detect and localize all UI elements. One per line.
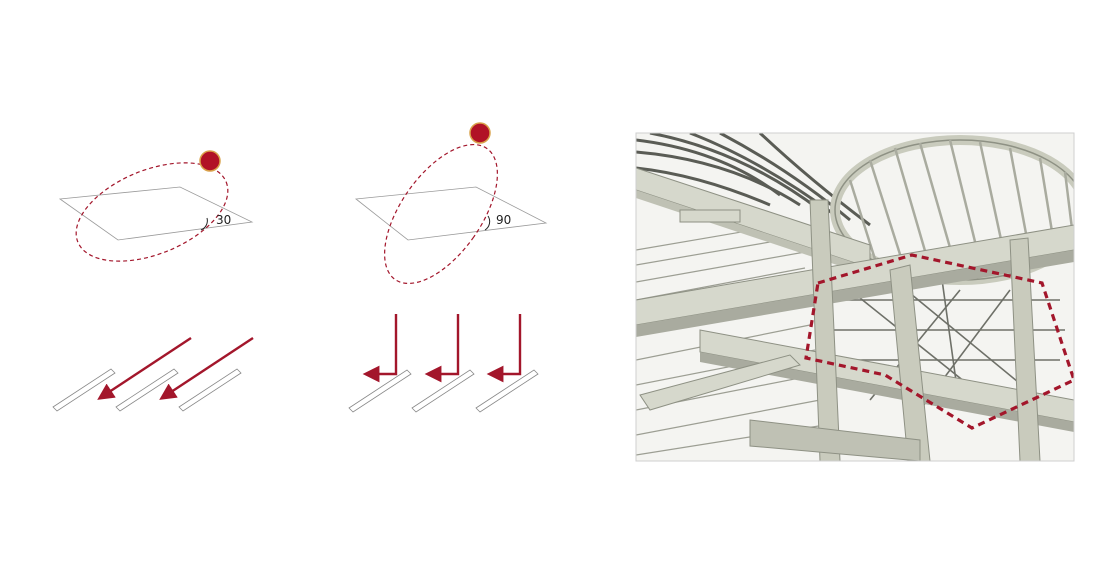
- main-beams: [636, 167, 1074, 461]
- louver-strip: [115, 368, 179, 412]
- shading-strips-90: [348, 314, 539, 413]
- louver-strip: [178, 368, 242, 412]
- sun-path-diagram-30: 30: [58, 150, 254, 262]
- louver-strip: [52, 368, 116, 412]
- right-angle-arrow-icon: [362, 314, 398, 383]
- render-frame: [635, 132, 1075, 462]
- diagonal-arrow-icon: [97, 336, 192, 400]
- angle-label: 90: [496, 213, 511, 227]
- angle-label: 30: [216, 213, 231, 227]
- sun-icon: [469, 122, 491, 144]
- right-angle-arrow-icon: [486, 314, 522, 383]
- angle-arc: [200, 217, 208, 231]
- structure-render: [636, 133, 1074, 461]
- dashed-hexagon-highlight: [804, 253, 1074, 430]
- ground-plane: [58, 186, 254, 241]
- louver-strip: [475, 369, 539, 413]
- angle-arc: [484, 215, 491, 231]
- diagonal-arrow-icon: [159, 336, 254, 400]
- louver-strip: [411, 369, 475, 413]
- shading-strips-30: [52, 336, 254, 412]
- ground-plane: [354, 186, 548, 241]
- sun-path-diagram-90: 90: [354, 122, 548, 285]
- louver-strip: [348, 369, 412, 413]
- sun-orbit-path: [75, 162, 229, 262]
- sun-icon: [199, 150, 221, 172]
- sun-orbit-path: [384, 143, 498, 285]
- right-angle-arrow-icon: [424, 314, 460, 383]
